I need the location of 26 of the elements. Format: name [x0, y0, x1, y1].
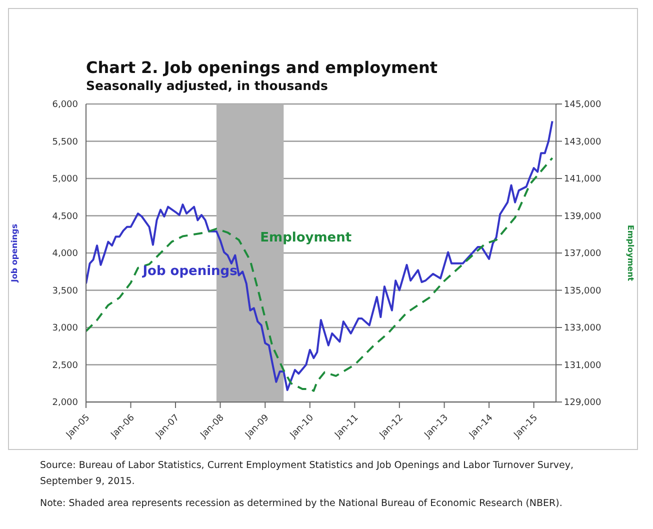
chart-title: Chart 2. Job openings and employment [86, 58, 438, 77]
y2-tick-label: 131,000 [564, 360, 602, 371]
series-label: Job openings [142, 264, 238, 279]
y-tick-label: 2,500 [52, 360, 78, 371]
y2-tick-label: 137,000 [564, 249, 602, 260]
y2-tick-label: 141,000 [564, 174, 602, 185]
y2-axis-title: Employment [626, 224, 636, 282]
y-tick-label: 3,000 [52, 324, 78, 334]
y2-tick-label: 133,000 [564, 324, 602, 334]
series-label: Employment [260, 230, 352, 246]
y-axis-title: Job openings [10, 224, 19, 284]
y-tick-label: 4,000 [52, 249, 78, 260]
y2-tick-label: 145,000 [564, 100, 602, 110]
y2-tick-label: 139,000 [564, 212, 602, 222]
y-tick-label: 3,500 [52, 286, 78, 296]
y-tick-label: 5,000 [52, 174, 78, 185]
chart-subtitle: Seasonally adjusted, in thousands [86, 78, 328, 93]
text: Note: Shaded area represents recession as determined by the National Bureau of Economic Research (NBER). [40, 497, 564, 511]
y2-tick-label: 135,000 [564, 286, 602, 296]
y2-tick-label: 143,000 [564, 137, 602, 148]
y-tick-label: 6,000 [52, 100, 78, 110]
source-note: Source: Bureau of Labor Statistics, Current Employment Statistics and Job Openings and Labor Turnover Survey, September 9, 2015. [40, 459, 574, 489]
y-tick-label: 4,500 [52, 212, 78, 222]
y2-tick-label: 129,000 [564, 398, 602, 408]
y-tick-label: 5,500 [52, 137, 78, 148]
y-tick-label: 2,000 [52, 398, 78, 408]
